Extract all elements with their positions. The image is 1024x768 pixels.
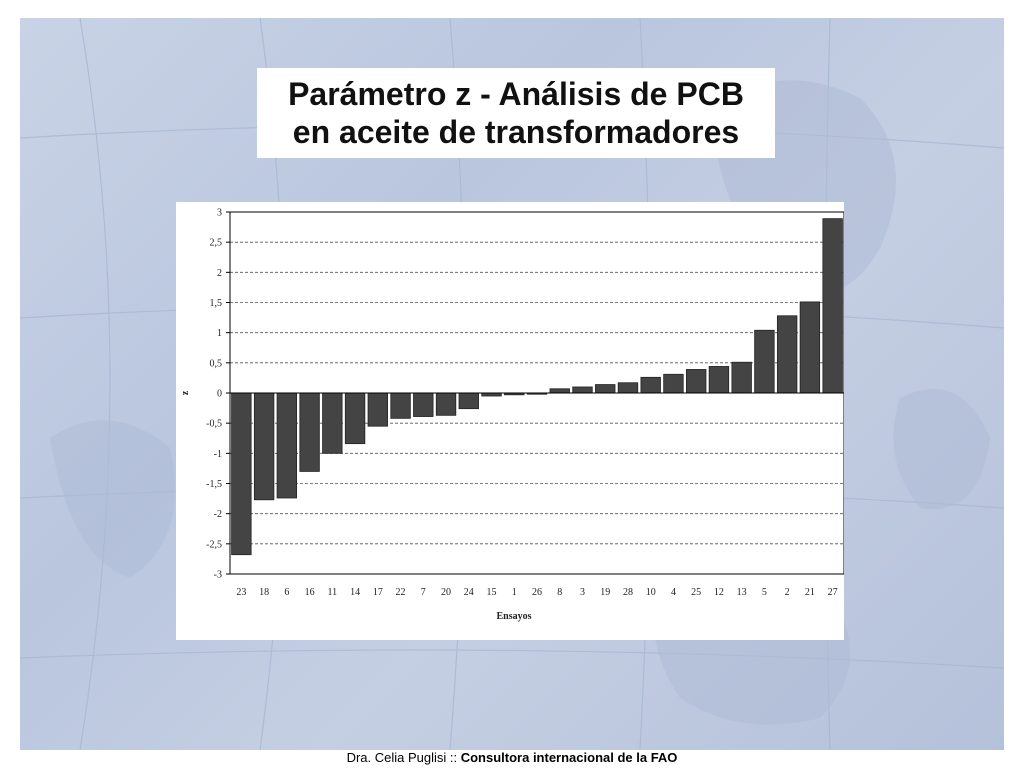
x-tick-label: 13	[737, 587, 747, 598]
bar	[367, 392, 388, 427]
y-tick-label: 2	[217, 268, 222, 279]
bar	[413, 392, 434, 417]
x-tick-label: 6	[284, 587, 289, 598]
x-tick-label: 20	[441, 587, 451, 598]
x-tick-label: 12	[714, 587, 724, 598]
bar	[708, 366, 730, 394]
footer-author: Dra. Celia Puglisi ::	[346, 750, 461, 765]
x-tick-label: 7	[421, 587, 426, 598]
slide-title-line-1: Parámetro z - Análisis de PCB	[288, 76, 744, 112]
y-tick-label: 1,5	[210, 298, 223, 309]
y-tick-label: 2,5	[210, 238, 223, 249]
bar-chart: 32,521,510,50-0,5-1-1,5-2-2,5-323 18 6 16 11…	[180, 208, 844, 622]
bar	[435, 392, 457, 416]
slide-title-line-2: en aceite de transformadores	[292, 114, 740, 150]
x-tick-label: 19	[600, 587, 610, 598]
x-axis-title: Ensayos	[496, 611, 531, 622]
x-tick-label: 24	[464, 587, 474, 598]
y-tick-label: 0,5	[210, 358, 223, 369]
x-tick-label: 11	[328, 587, 338, 598]
x-tick-label: 14	[350, 587, 360, 598]
bar	[595, 384, 616, 394]
x-tick-label: 25	[691, 587, 701, 598]
y-axis-title: z	[180, 390, 191, 395]
y-tick-label: 1	[217, 328, 222, 339]
x-tick-label: 27	[828, 587, 838, 598]
bar	[390, 392, 411, 419]
x-tick-label: 17	[373, 587, 383, 598]
bar	[572, 386, 593, 394]
y-tick-label: 0	[217, 389, 222, 400]
bar	[322, 392, 343, 454]
x-tick-label: 2	[785, 587, 790, 598]
x-tick-label: 26	[532, 587, 542, 598]
slide-title-box: Parámetro z - Análisis de PCB en aceite …	[257, 68, 775, 158]
bar	[663, 373, 684, 394]
x-tick-label: 18	[259, 587, 269, 598]
x-tick-label: 28	[623, 587, 633, 598]
bar	[276, 392, 298, 499]
x-tick-label: 1	[512, 587, 517, 598]
y-tick-label: -1,5	[206, 479, 222, 490]
bar	[231, 392, 252, 556]
x-tick-label: 21	[805, 587, 815, 598]
x-tick-label: 15	[487, 587, 497, 598]
bar	[822, 218, 843, 394]
y-tick-label: -1	[214, 449, 222, 460]
footer-affiliation: Consultora internacional de la FAO	[460, 750, 678, 765]
y-tick-label: -2,5	[206, 539, 222, 550]
x-tick-label: 22	[396, 587, 406, 598]
bar	[253, 392, 275, 501]
x-tick-label: 4	[671, 587, 676, 598]
x-tick-label: 8	[557, 587, 562, 598]
bar	[458, 392, 479, 410]
bar	[686, 369, 707, 394]
bar	[344, 392, 366, 445]
x-tick-label: 23	[236, 587, 246, 598]
bar	[799, 301, 821, 394]
chart-container: 3 2,5 2 1,5 1 0,5 0 -0,5 -1 -1,5 -2 -2,5 -3 23 18 6 16 11…	[176, 202, 844, 640]
bar	[299, 392, 320, 472]
bar	[640, 376, 661, 394]
y-tick-label: -3	[214, 570, 222, 581]
bar	[754, 329, 775, 394]
y-tick-label: -0,5	[206, 419, 222, 430]
footer: Dra. Celia Puglisi :: Consultora interna…	[0, 748, 1024, 768]
x-tick-label: 16	[305, 587, 315, 598]
bar	[731, 361, 752, 394]
y-tick-label: 3	[217, 208, 222, 219]
x-tick-label: 3	[580, 587, 585, 598]
x-tick-label: 5	[762, 587, 767, 598]
bar	[776, 315, 798, 394]
x-tick-label: 10	[646, 587, 656, 598]
bar	[549, 388, 570, 394]
y-tick-label: -2	[214, 509, 222, 520]
bar	[617, 382, 639, 394]
